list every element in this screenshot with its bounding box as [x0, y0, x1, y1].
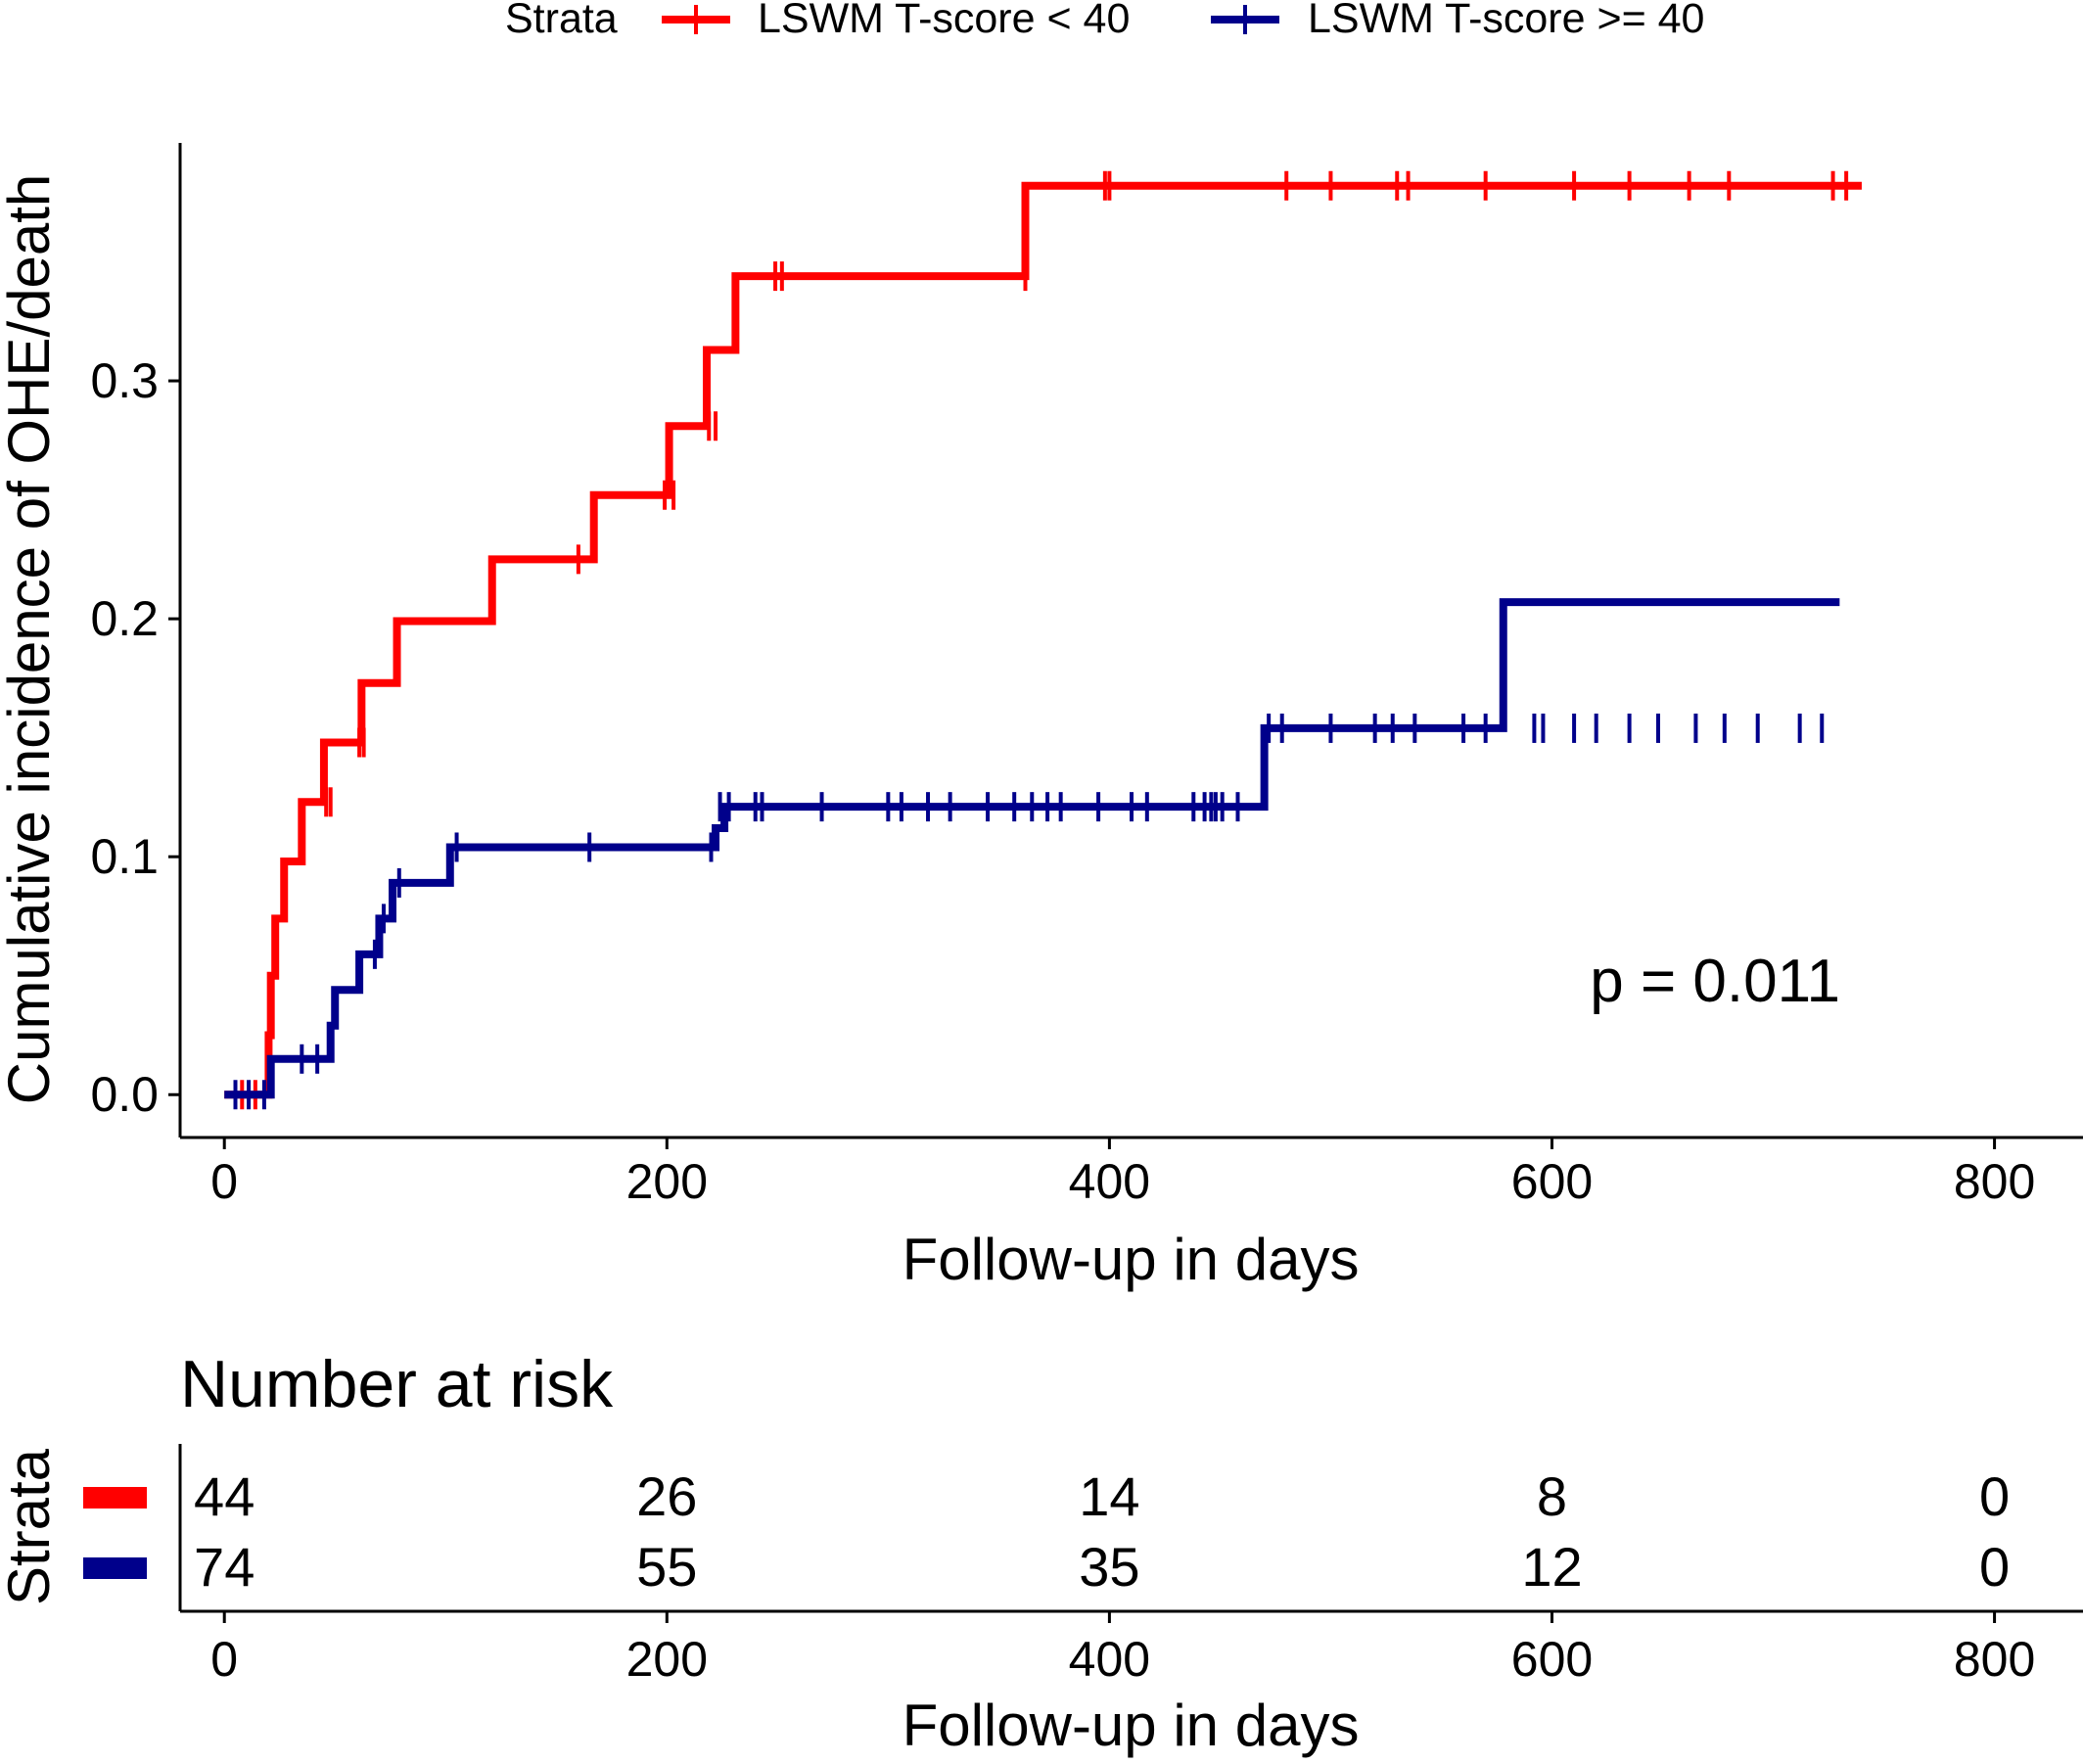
risk-table-strata-label: Strata — [0, 1448, 62, 1605]
y-tick-label: 0.1 — [90, 829, 159, 884]
series-line-1 — [224, 181, 1862, 1099]
risk-x-tick-label: 0 — [210, 1632, 238, 1687]
x-tick-label: 200 — [626, 1154, 708, 1209]
x-tick-label: 0 — [210, 1154, 238, 1209]
survival-curves — [224, 170, 1862, 1110]
risk-count: 14 — [1079, 1465, 1139, 1527]
y-tick-label: 0.0 — [90, 1067, 159, 1122]
y-tick-label: 0.3 — [90, 353, 159, 408]
risk-count: 26 — [636, 1465, 697, 1527]
p-value-annotation: p = 0.011 — [1590, 948, 1840, 1015]
risk-x-tick-label: 600 — [1511, 1632, 1593, 1687]
risk-count: 12 — [1521, 1536, 1582, 1598]
risk-count: 55 — [636, 1536, 697, 1598]
risk-count: 35 — [1079, 1536, 1139, 1598]
risk-count: 0 — [1979, 1465, 2010, 1527]
risk-swatches — [83, 1487, 147, 1579]
risk-count: 44 — [194, 1465, 255, 1527]
series-line-2 — [224, 598, 1840, 1099]
legend-label-2: LSWM T-score >= 40 — [1308, 0, 1704, 42]
risk-x-axis-title: Follow-up in days — [903, 1693, 1360, 1758]
risk-count: 0 — [1979, 1536, 2010, 1598]
y-axis-title: Cumulative incidence of OHE/death — [0, 174, 62, 1105]
x-axis-title: Follow-up in days — [903, 1227, 1360, 1292]
x-tick-label: 400 — [1069, 1154, 1150, 1209]
risk-count: 8 — [1537, 1465, 1567, 1527]
risk-x-tick-label: 400 — [1069, 1632, 1150, 1687]
x-tick-label: 600 — [1511, 1154, 1593, 1209]
legend: Strata LSWM T-score < 40 LSWM T-score >=… — [505, 0, 1704, 42]
risk-x-tick-label: 800 — [1954, 1632, 2035, 1687]
risk-table: Strata 44 26 14 8 0 74 55 35 12 0 0 200 400 600 800 — [0, 1444, 2083, 1687]
risk-counts: 44 26 14 8 0 74 55 35 12 0 — [194, 1465, 2010, 1598]
main-axes: 0.0 0.1 0.2 0.3 0 200 400 600 800 — [90, 143, 2083, 1209]
y-tick-label: 0.2 — [90, 591, 159, 646]
legend-label-1: LSWM T-score < 40 — [758, 0, 1130, 42]
x-ticks: 0 200 400 600 800 — [210, 1137, 2035, 1209]
risk-table-title: Number at risk — [180, 1347, 614, 1421]
risk-x-ticks: 0 200 400 600 800 — [210, 1611, 2035, 1687]
risk-count: 74 — [194, 1536, 255, 1598]
x-tick-label: 800 — [1954, 1154, 2035, 1209]
y-ticks: 0.0 0.1 0.2 0.3 — [90, 353, 180, 1122]
legend-title: Strata — [505, 0, 618, 42]
risk-x-tick-label: 200 — [626, 1632, 708, 1687]
